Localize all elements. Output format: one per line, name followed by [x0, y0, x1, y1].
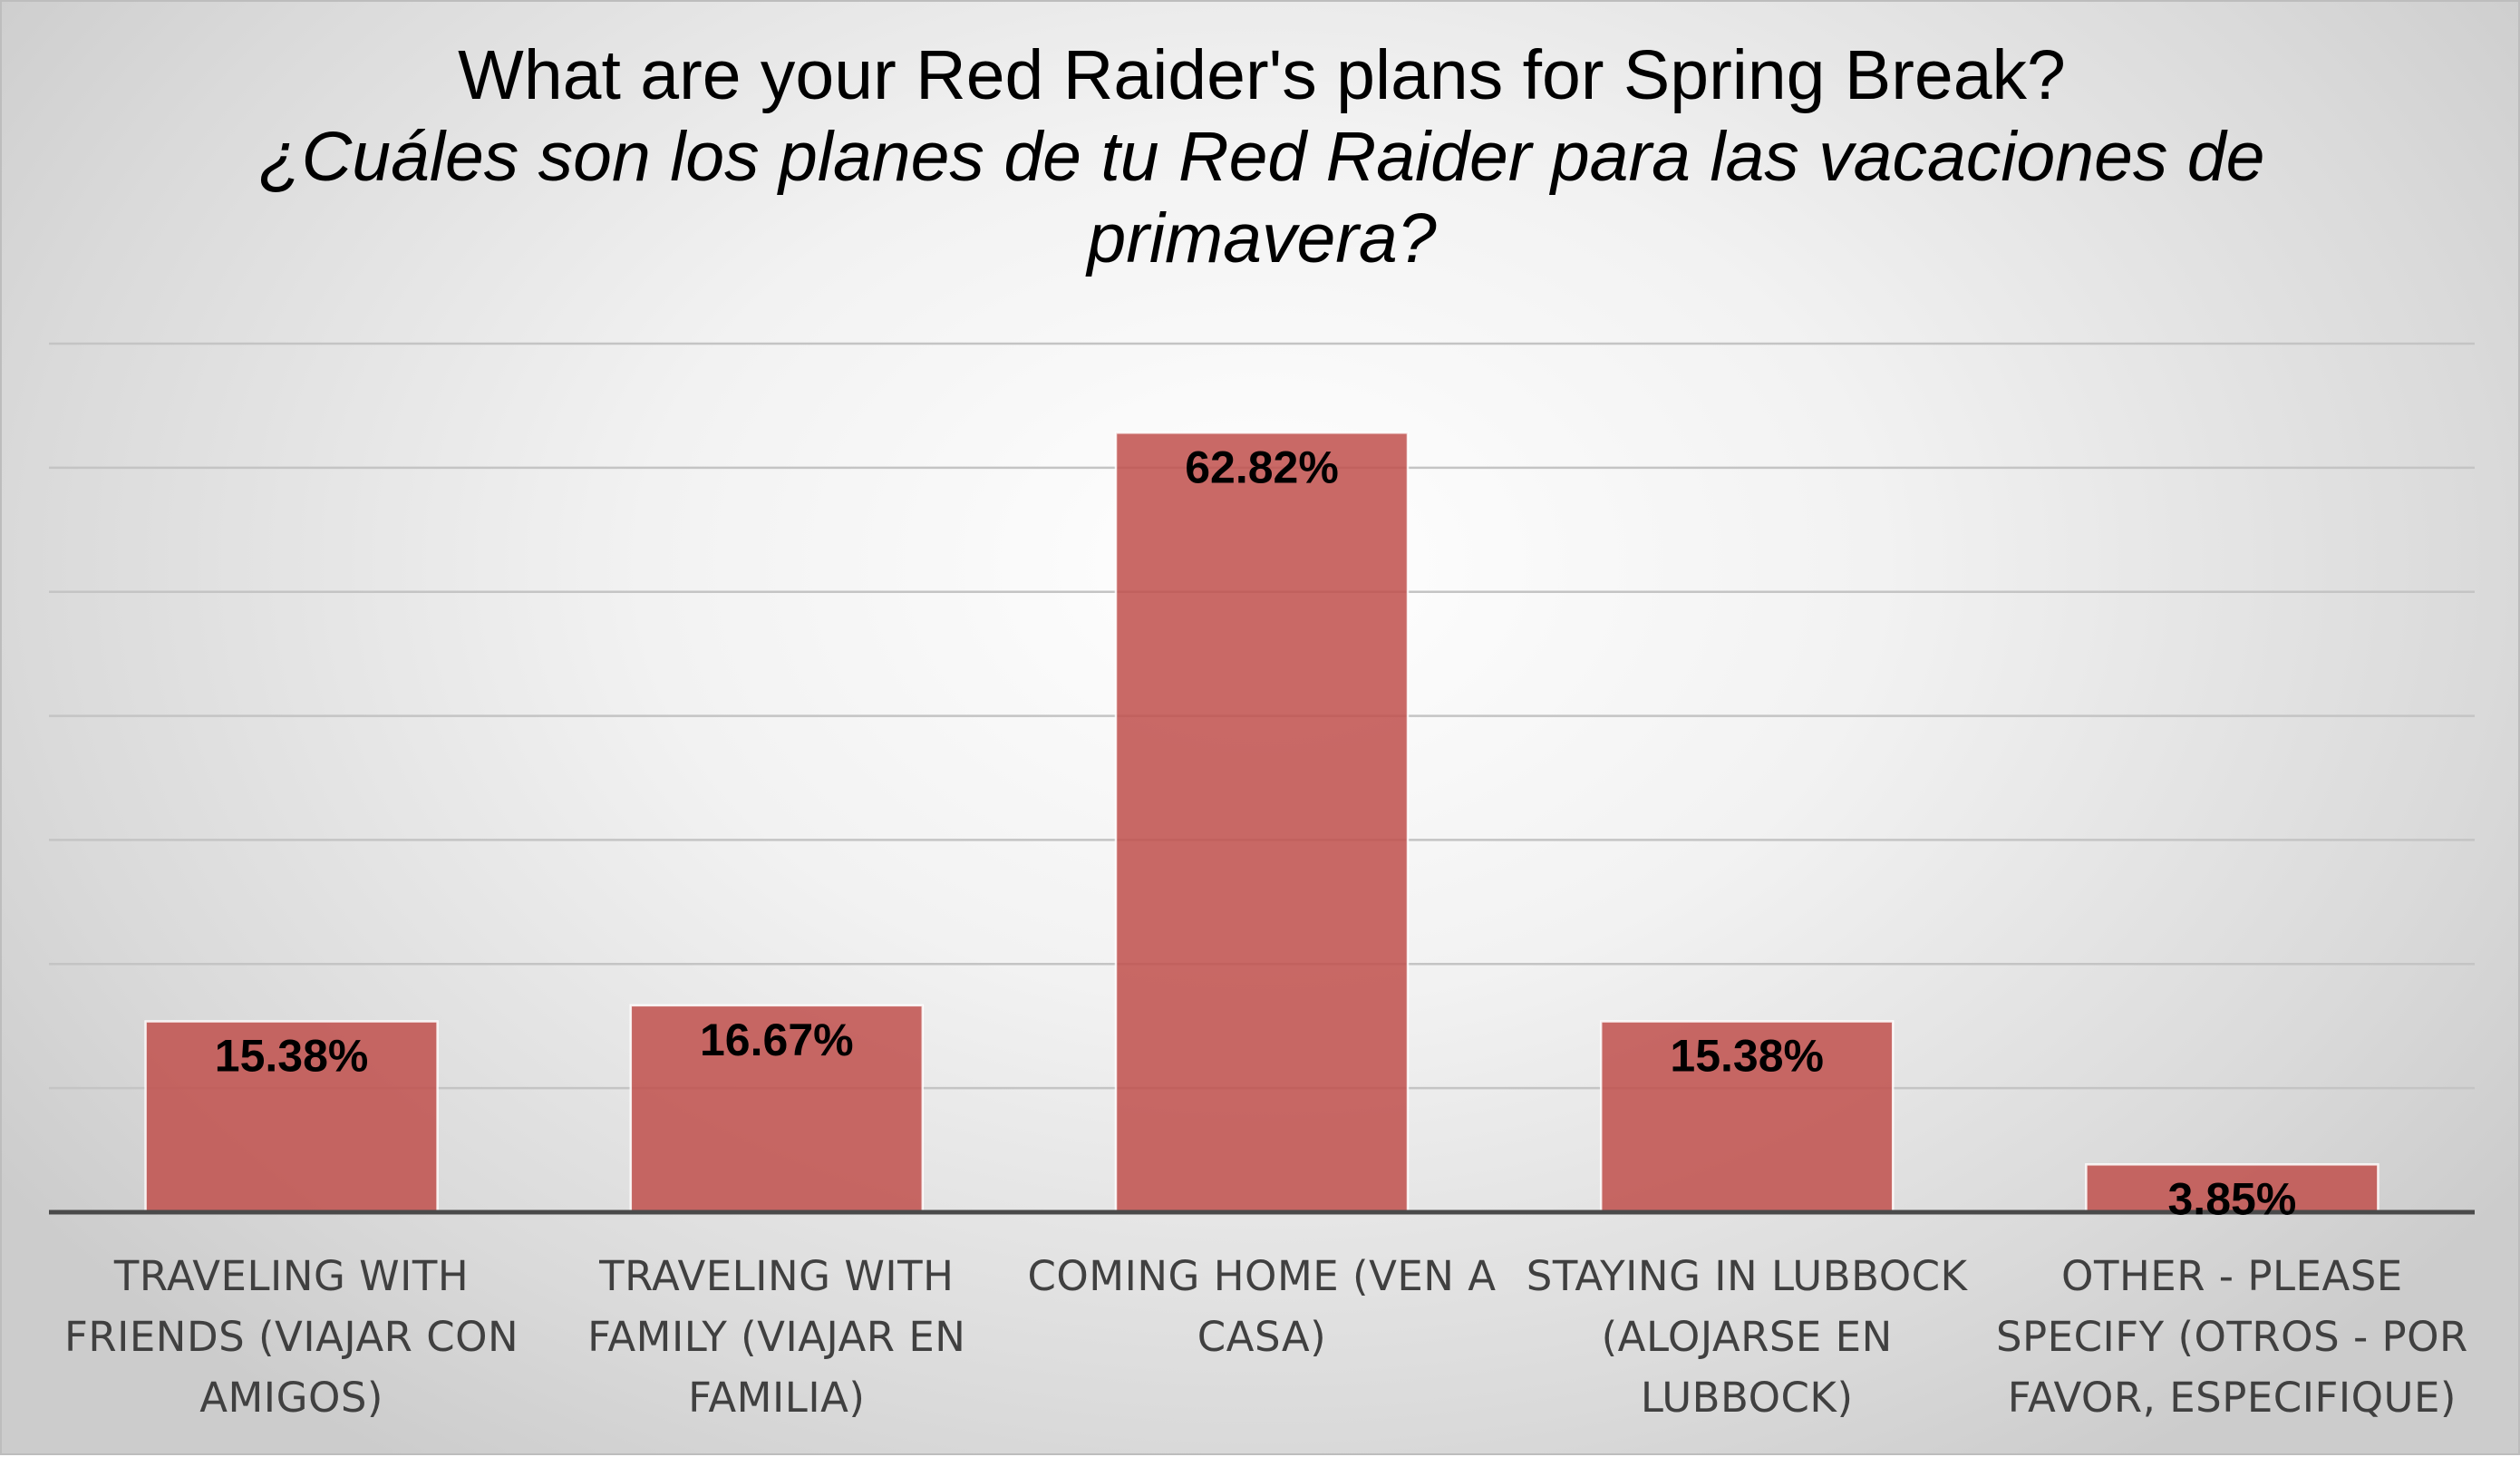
data-label: 3.85% [2168, 1173, 2297, 1224]
data-label: 15.38% [1670, 1031, 1824, 1082]
chart-title: What are your Red Raider's plans for Spr… [458, 36, 2066, 114]
data-label: 62.82% [1185, 442, 1339, 492]
category-label: TRAVELING WITH FAMILY (VIAJAR EN FAMILIA… [587, 1252, 966, 1422]
data-label: 16.67% [700, 1015, 854, 1065]
chart-title-block: What are your Red Raider's plans for Spr… [174, 34, 2350, 279]
category-label: STAYING IN LUBBOCK (ALOJARSE EN LUBBOCK) [1526, 1252, 1968, 1422]
bar [2085, 1163, 2379, 1214]
data-label: 15.38% [215, 1031, 369, 1082]
category-label: OTHER - PLEASE SPECIFY (OTROS - POR FAVO… [1995, 1252, 2468, 1422]
bars [144, 432, 2379, 1214]
data-labels: 15.38% 16.67% 62.82% 15.38% 3.85% [215, 442, 2296, 1224]
chart-subtitle: ¿Cuáles son los planes de tu Red Raider … [258, 118, 2265, 278]
category-label: COMING HOME (VEN A CASA) [1027, 1252, 1497, 1361]
category-label: TRAVELING WITH FRIENDS (VIAJAR CON AMIGO… [63, 1252, 519, 1422]
bar [144, 1020, 439, 1214]
bar [1114, 432, 1410, 1214]
